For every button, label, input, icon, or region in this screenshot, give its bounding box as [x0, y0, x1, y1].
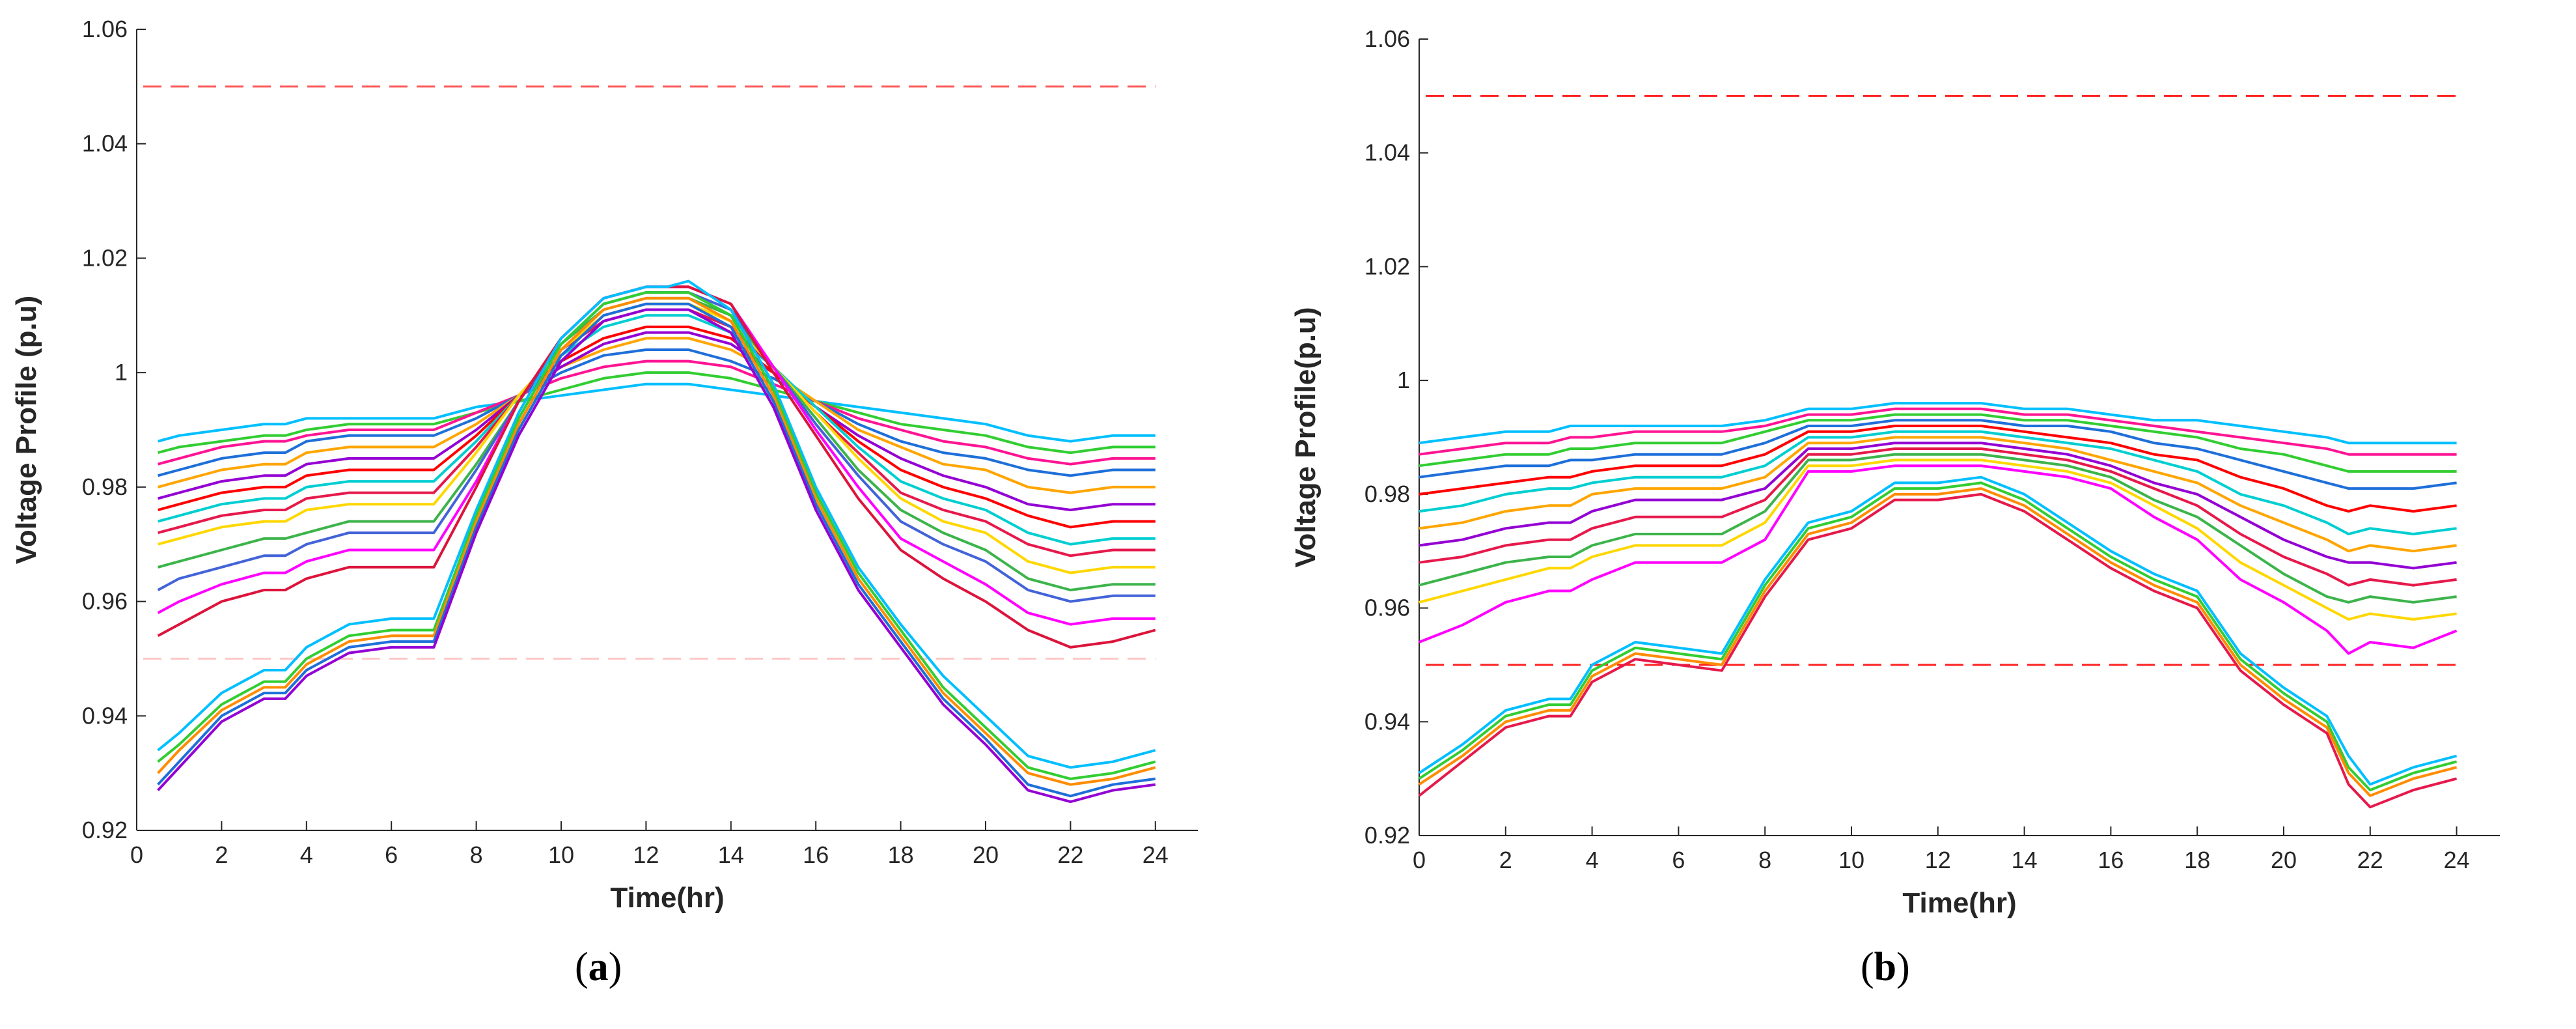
x-tick-label-a: 6: [385, 841, 398, 868]
x-tick-label-b: 8: [1758, 847, 1771, 873]
x-tick-label-b: 16: [2098, 847, 2124, 873]
series-line-a-4: [158, 337, 1156, 494]
x-tick-label-a: 14: [718, 841, 744, 868]
y-tick-label-a: 0.98: [82, 473, 128, 500]
y-tick-label-b: 1.04: [1364, 139, 1410, 166]
y-tick-label-b: 1.06: [1364, 25, 1410, 52]
series-line-b-12: [1418, 475, 2458, 786]
series-line-b-13: [1418, 481, 2458, 792]
x-tick-label-b: 20: [2271, 847, 2297, 873]
series-line-b-7: [1419, 442, 2457, 570]
x-tick-label-b: 4: [1586, 847, 1599, 873]
x-tick-label-a: 16: [803, 841, 829, 868]
x-tick-label-a: 4: [300, 841, 313, 868]
series-line-b-4: [1419, 425, 2457, 513]
x-tick-label-a: 10: [548, 841, 574, 868]
series-line-a-18: [157, 308, 1156, 804]
x-tick-label-a: 8: [470, 841, 483, 868]
y-axis-title-b: Voltage Profile(p.u): [1290, 307, 1322, 567]
y-tick-label-a: 1.06: [82, 16, 128, 42]
y-tick-label-a: 0.96: [82, 588, 128, 615]
series-line-a-15: [157, 291, 1156, 780]
chart-panel-b: 0.92 0.94 0.96 0.98 1 1.02 1.04 1.06 0 2 4 6 8 10 12 14…: [1276, 0, 2576, 1029]
x-tick-label-b: 0: [1413, 847, 1426, 873]
series-line-a-0: [158, 382, 1156, 443]
x-tick-label-b: 22: [2357, 847, 2383, 873]
x-tick-label-b: 18: [2184, 847, 2210, 873]
series-line-a-7: [158, 314, 1156, 546]
x-axis-title-b: Time(hr): [1902, 887, 2016, 919]
x-tick-label-a: 18: [888, 841, 914, 868]
series-line-a-3: [158, 348, 1156, 477]
series-line-b-11: [1419, 464, 2458, 655]
y-axis-title-a: Voltage Profile (p.u): [10, 296, 42, 564]
series-line-b-15: [1418, 492, 2458, 809]
series-line-b-3: [1419, 419, 2457, 490]
y-tick-label-b: 0.94: [1364, 708, 1410, 735]
panel-label-b: (b): [1861, 945, 1910, 989]
x-tick-label-a: 12: [633, 841, 659, 868]
series-line-b-14: [1418, 487, 2458, 797]
series-line-a-17: [157, 302, 1156, 798]
x-tick-label-a: 0: [130, 841, 143, 868]
x-tick-label-a: 20: [973, 841, 999, 868]
y-tick-label-b: 1: [1397, 367, 1410, 393]
x-tick-label-b: 24: [2444, 847, 2470, 873]
y-tick-label-b: 1.02: [1364, 253, 1410, 279]
x-tick-label-a: 2: [215, 841, 228, 868]
y-tick-label-a: 0.92: [82, 817, 128, 843]
y-tick-label-b: 0.92: [1364, 822, 1410, 849]
series-line-b-8: [1419, 447, 2457, 587]
series-line-b-2: [1419, 413, 2457, 473]
series-line-b-1: [1419, 407, 2457, 456]
panel-label-a: (a): [575, 945, 622, 989]
series-line-a-8: [158, 308, 1156, 557]
y-tick-label-a: 0.94: [82, 702, 128, 729]
series-line-a-13: [157, 285, 1156, 649]
x-tick-label-b: 14: [2012, 847, 2038, 873]
x-tick-label-b: 6: [1672, 847, 1685, 873]
y-tick-label-a: 1.04: [82, 130, 128, 157]
series-line-a-2: [158, 359, 1156, 466]
x-tick-label-b: 2: [1499, 847, 1512, 873]
x-tick-label-b: 12: [1925, 847, 1951, 873]
series-line-b-9: [1419, 453, 2457, 604]
series-line-b-6: [1419, 436, 2457, 553]
series-line-a-5: [158, 331, 1156, 511]
x-axis-title-a: Time(hr): [610, 882, 724, 914]
series-line-b-5: [1419, 430, 2457, 535]
y-tick-label-a: 1.02: [82, 244, 128, 271]
series-line-a-1: [158, 371, 1156, 455]
chart-panel-a: 0.92 0.94 0.96 0.98 1 1.02 1.04 1.06 0 2 4 6 8 10 12 14…: [0, 0, 1276, 1029]
y-tick-label-b: 0.96: [1364, 595, 1410, 621]
series-line-b-10: [1419, 458, 2457, 621]
y-tick-label-b: 0.98: [1364, 481, 1410, 507]
x-tick-label-a: 24: [1143, 841, 1169, 868]
series-line-a-6: [158, 325, 1156, 529]
series-line-a-14: [157, 279, 1156, 769]
y-tick-label-a: 1: [115, 359, 128, 386]
series-line-b-0: [1419, 402, 2457, 445]
x-tick-label-a: 22: [1057, 841, 1083, 868]
series-line-a-16: [157, 296, 1156, 786]
x-tick-label-b: 10: [1838, 847, 1864, 873]
